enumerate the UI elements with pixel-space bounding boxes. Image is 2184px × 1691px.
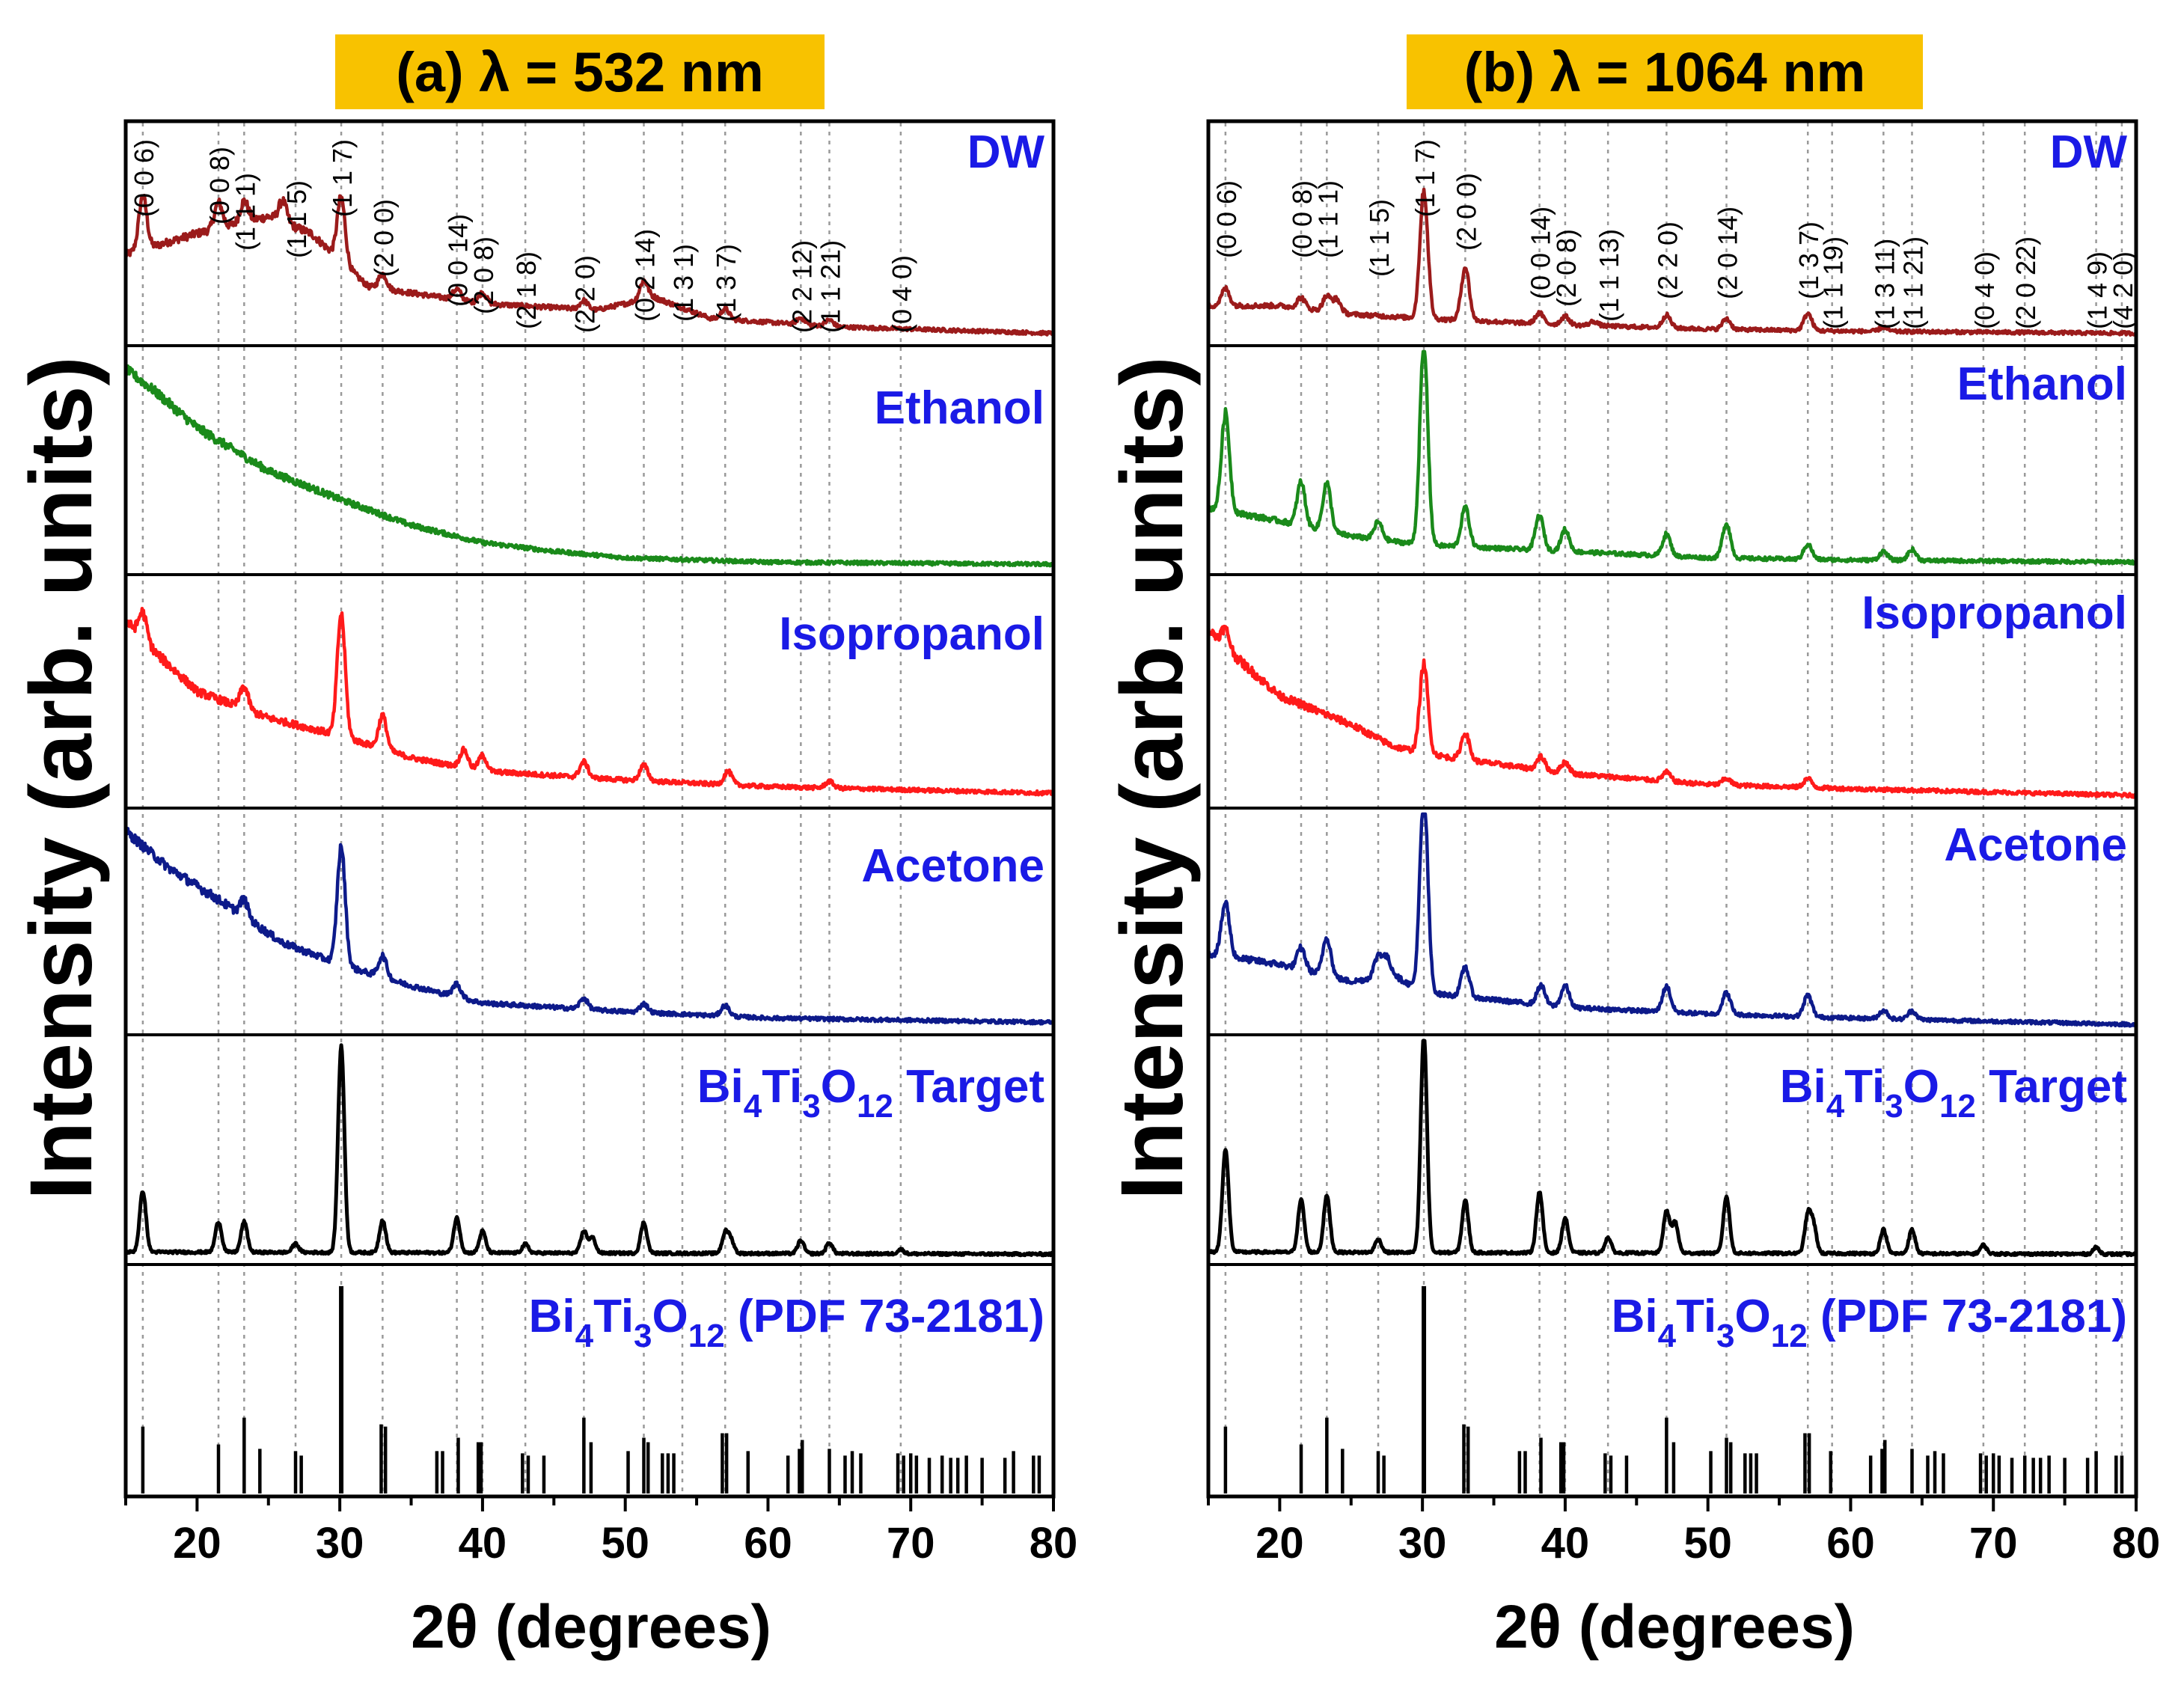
- plot-frame: [123, 119, 1056, 1499]
- hkl-label: (1 1 7): [327, 139, 358, 217]
- hkl-label: (0 2 14): [629, 229, 660, 322]
- series-label: Bi4Ti3O12 Target: [1780, 1061, 2127, 1125]
- hkl-label: (4 2 0): [2108, 251, 2138, 329]
- trace-line: [1206, 187, 2138, 337]
- x-tick-label: 30: [1398, 1519, 1447, 1568]
- x-tick-label: 60: [1826, 1519, 1875, 1568]
- series-label: DW: [967, 126, 1045, 178]
- series-target: Bi4Ti3O12 Target: [124, 1043, 1056, 1258]
- trace-line: [123, 364, 1055, 568]
- series-label: Bi4Ti3O12 Target: [697, 1061, 1044, 1125]
- hkl-label: (1 3 11): [1869, 239, 1900, 329]
- hkl-label: (1 1 1): [230, 173, 260, 251]
- hkl-label: (2 0 0): [368, 199, 399, 277]
- hkl-label: (2 2 12): [786, 240, 817, 333]
- panel-b-title: (b) λ = 1064 nm: [1407, 34, 1923, 109]
- hkl-label: (1 1 19): [1818, 236, 1849, 329]
- x-tick-label: 80: [2112, 1519, 2161, 1568]
- hkl-label: (0 0 8): [1287, 180, 1318, 258]
- hkl-label: (1 3 7): [1793, 221, 1824, 299]
- hkl-label: (1 1 13): [1594, 229, 1624, 322]
- series-label: DW: [2050, 126, 2128, 178]
- hkl-label: (0 0 6): [1211, 180, 1242, 258]
- panel-a-title: (a) λ = 532 nm: [335, 34, 825, 109]
- trace-line: [123, 193, 1056, 337]
- hkl-label: (2 2 0): [1652, 221, 1683, 299]
- hkl-label: (1 1 1): [1312, 180, 1343, 258]
- hkl-label: (2 0 22): [2010, 236, 2041, 329]
- plot-frame: [1206, 119, 2138, 1499]
- hkl-label: (0 0 14): [443, 214, 474, 307]
- hkl-label: (1 1 21): [815, 240, 845, 333]
- hkl-label: (2 0 8): [1551, 229, 1582, 307]
- series-label: Isopropanol: [779, 608, 1044, 660]
- series-pdf: Bi4Ti3O12 (PDF 73-2181): [141, 1285, 1044, 1493]
- series-label: Ethanol: [875, 382, 1044, 434]
- hkl-label: (1 1 7): [1410, 139, 1440, 217]
- hkl-label: (0 0 14): [1526, 207, 1556, 299]
- series-acetone: Acetone: [1207, 812, 2138, 1028]
- series-dw: DW: [123, 126, 1056, 337]
- series-isopropanol: Isopropanol: [1206, 587, 2138, 799]
- series-label: Ethanol: [1957, 358, 2127, 410]
- hkl-label: (2 2 0): [569, 255, 600, 333]
- hkl-label: (0 0 8): [204, 147, 235, 224]
- hkl-label: (1 4 9): [2082, 251, 2113, 329]
- series-label: Isopropanol: [1862, 587, 2127, 639]
- x-tick-label: 20: [1255, 1519, 1304, 1568]
- hkl-label: (1 1 21): [1897, 236, 1928, 329]
- series-dw: DW: [1206, 126, 2138, 337]
- trace-line: [1207, 812, 2138, 1028]
- series-label: Bi4Ti3O12 (PDF 73-2181): [529, 1291, 1044, 1354]
- hkl-label: (1 1 5): [1364, 199, 1395, 277]
- panel-b-title-text: (b) λ = 1064 nm: [1463, 40, 1866, 103]
- trace-line: [124, 607, 1055, 797]
- panel-b-xlabel: 2θ (degrees): [1494, 1593, 1855, 1661]
- trace-line: [123, 827, 1056, 1026]
- x-tick-label: 80: [1030, 1519, 1078, 1568]
- panel-a-xlabel: 2θ (degrees): [411, 1593, 771, 1661]
- hkl-label: (1 3 1): [668, 244, 699, 322]
- x-tick-label: 40: [1541, 1519, 1590, 1568]
- series-label: Acetone: [861, 840, 1044, 892]
- series-pdf: Bi4Ti3O12 (PDF 73-2181): [1223, 1285, 2127, 1493]
- panel-a: DW Ethanol Isopropanol Acetone Bi4Ti3O12 Tar…: [123, 119, 1078, 1568]
- hkl-label: (1 1 5): [281, 180, 312, 258]
- hkl-label: (2 0 0): [1451, 173, 1481, 251]
- panel-a-title-text: (a) λ = 532 nm: [396, 40, 764, 103]
- series-ethanol: Ethanol: [123, 364, 1055, 568]
- x-tick-label: 70: [1969, 1519, 2018, 1568]
- hkl-label: (2 0 8): [468, 236, 499, 314]
- series-ethanol: Ethanol: [1207, 349, 2138, 566]
- series-target: Bi4Ti3O12 Target: [1207, 1039, 2138, 1258]
- hkl-label: (0 4 0): [1969, 251, 2000, 329]
- series-isopropanol: Isopropanol: [124, 607, 1055, 797]
- x-tick-label: 30: [316, 1519, 364, 1568]
- x-tick-label: 50: [601, 1519, 649, 1568]
- x-tick-label: 20: [173, 1519, 221, 1568]
- series-acetone: Acetone: [123, 827, 1056, 1026]
- panel-b: DW Ethanol Isopropanol Acetone Bi4Ti3O12 Tar…: [1206, 119, 2161, 1568]
- series-label: Acetone: [1944, 819, 2127, 871]
- hkl-label: (2 0 14): [1712, 207, 1743, 299]
- trace-line: [1207, 1039, 2138, 1258]
- trace-line: [1207, 349, 2138, 566]
- x-tick-label: 50: [1683, 1519, 1732, 1568]
- x-tick-label: 60: [744, 1519, 792, 1568]
- x-tick-label: 40: [459, 1519, 507, 1568]
- hkl-label: (1 3 7): [711, 244, 741, 322]
- series-label: Bi4Ti3O12 (PDF 73-2181): [1612, 1291, 2127, 1354]
- hkl-label: (2 1 8): [511, 251, 542, 329]
- x-tick-label: 70: [887, 1519, 935, 1568]
- hkl-label: (0 0 6): [129, 139, 159, 217]
- trace-line: [124, 1043, 1056, 1258]
- hkl-label: (0 4 0): [887, 255, 917, 333]
- trace-line: [1206, 624, 2138, 799]
